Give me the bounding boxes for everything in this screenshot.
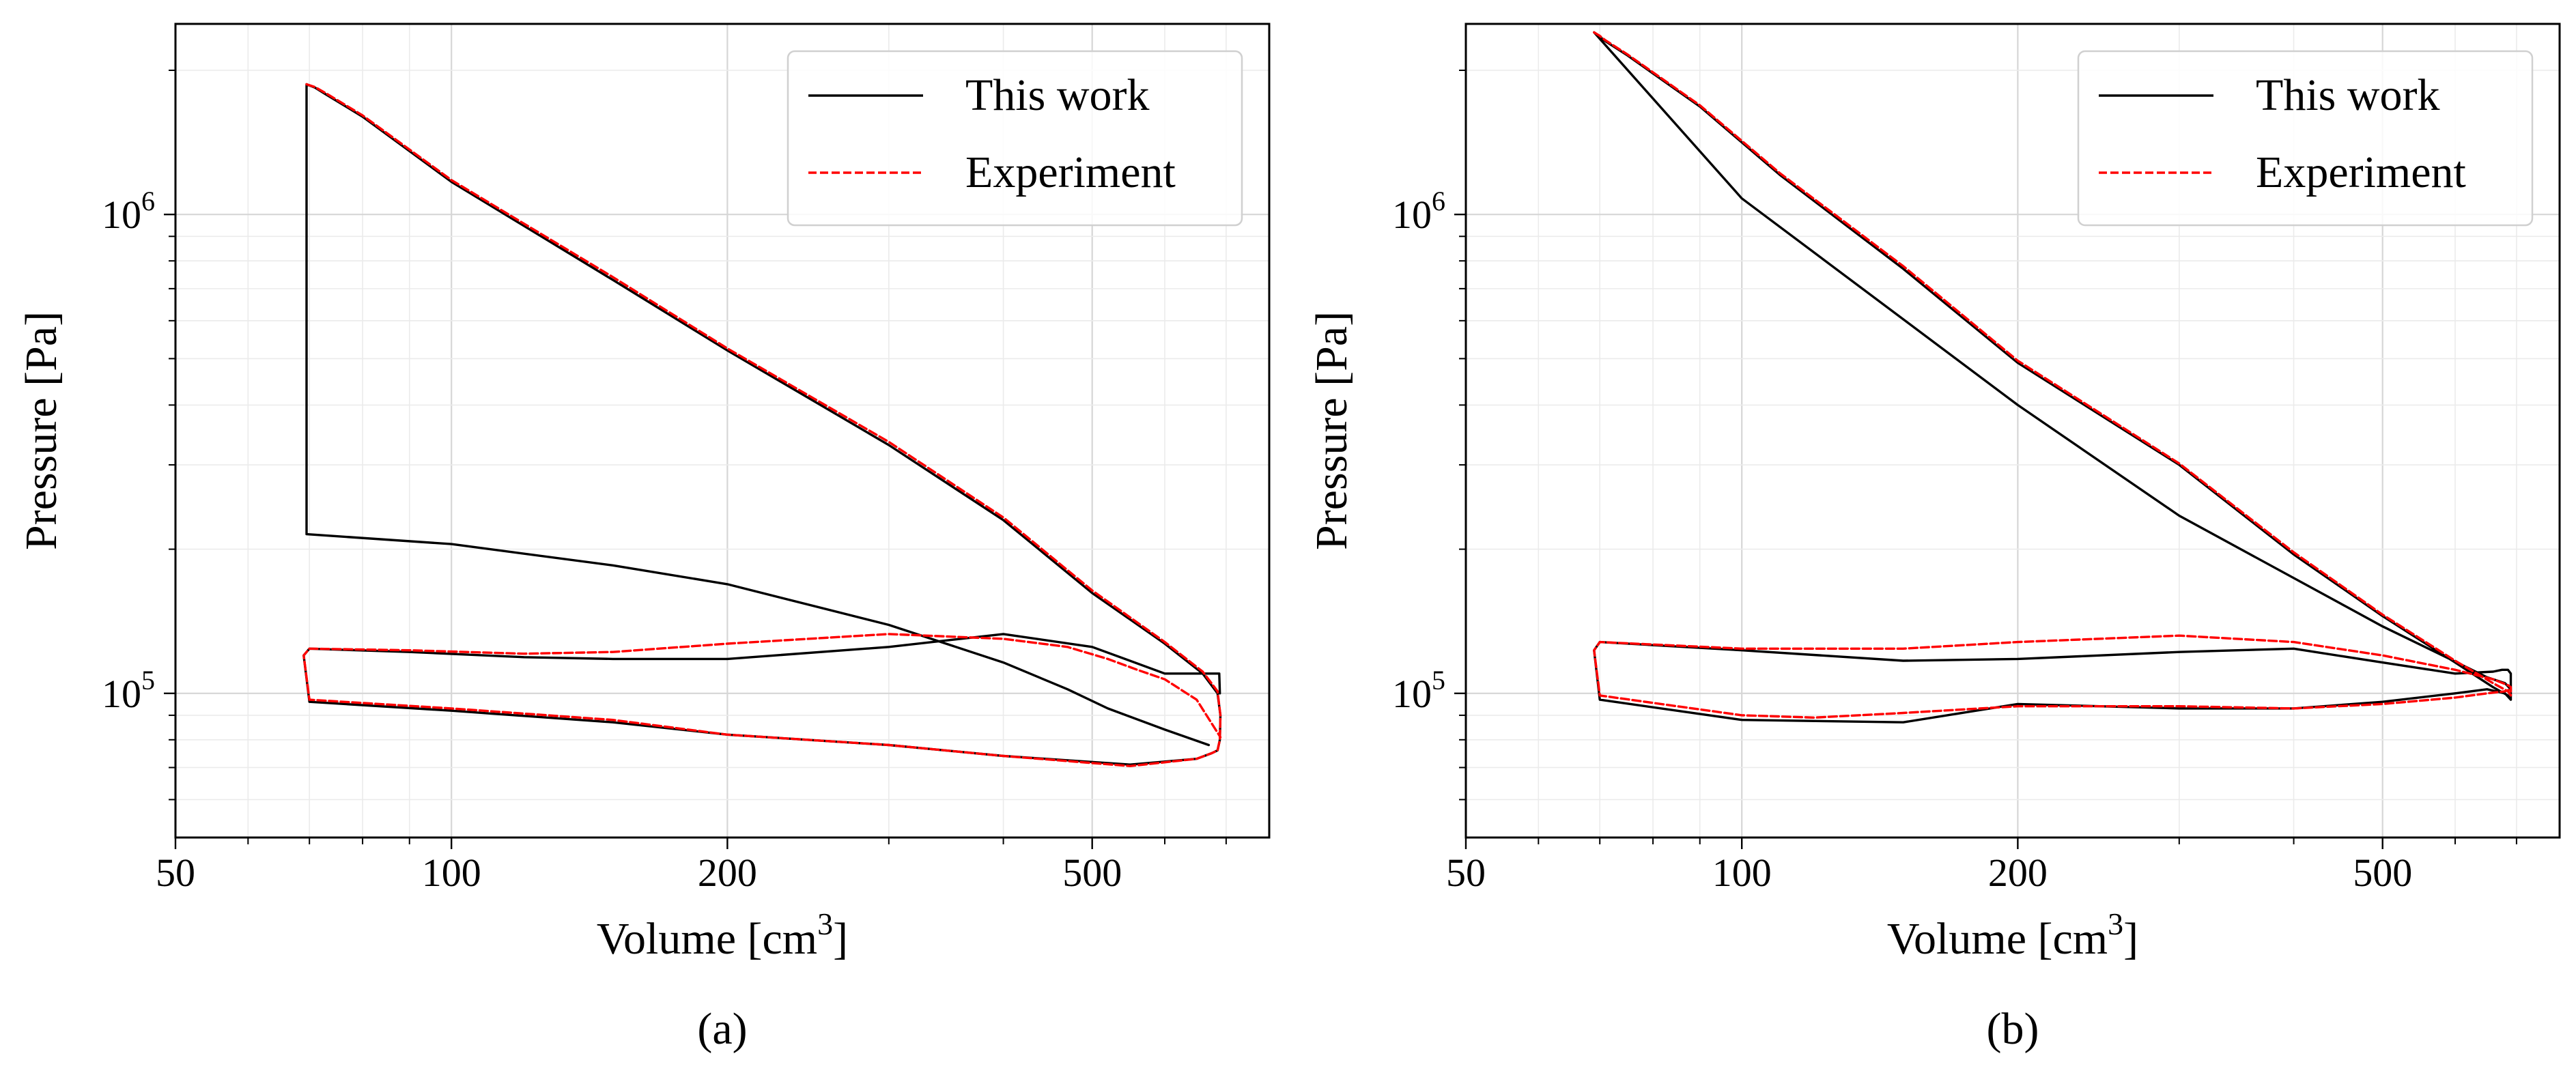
x-tick-label: 200: [1988, 850, 2048, 895]
tick-marks: [1454, 69, 2517, 849]
series-group: [302, 83, 1222, 768]
legend: This work Experiment: [787, 50, 1243, 227]
x-tick-label: 500: [2353, 850, 2412, 895]
x-tick-label: 50: [156, 850, 195, 895]
x-tick-label: 100: [1712, 850, 1772, 895]
x-tick-label: 50: [1446, 850, 1486, 895]
y-tick-base: 10: [1392, 192, 1432, 237]
series-line-experiment: [302, 83, 1222, 768]
x-tick-label: 200: [698, 850, 757, 895]
x-axis-label-end: ]: [2123, 914, 2138, 964]
y-axis-label: Pressure [Pa]: [1307, 311, 1357, 550]
series-group: [1593, 31, 2513, 724]
series-line-this-work: [1593, 31, 2513, 724]
y-tick-exponent: 6: [141, 186, 155, 216]
y-tick-exponent: 5: [1432, 665, 1445, 696]
tick-marks: [164, 69, 1227, 849]
legend-label: Experiment: [965, 147, 1176, 197]
x-tick-label: 500: [1062, 850, 1122, 895]
x-axis-label-superscript: 3: [817, 906, 833, 941]
x-axis-label-end: ]: [833, 914, 848, 964]
grid: [175, 24, 1269, 838]
y-tick-exponent: 5: [141, 665, 155, 696]
y-tick-label: 106: [1392, 186, 1445, 237]
x-axis-label: Volume [cm3]: [1887, 906, 2138, 964]
y-tick-label: 105: [102, 665, 155, 716]
x-axis-label-text: Volume [cm: [1887, 914, 2108, 964]
y-tick-base: 10: [1392, 672, 1432, 716]
legend-label: This work: [2256, 70, 2439, 120]
x-axis-label: Volume [cm3]: [597, 906, 848, 964]
x-axis-label-superscript: 3: [2108, 906, 2123, 941]
plot-frame: [174, 23, 1271, 839]
panel-label: (b): [1987, 1004, 2039, 1054]
y-tick-exponent: 6: [1432, 186, 1445, 216]
legend: This work Experiment: [2077, 50, 2534, 227]
y-tick-base: 10: [102, 192, 141, 237]
y-tick-label: 106: [102, 186, 155, 237]
y-tick-base: 10: [102, 672, 141, 716]
y-axis-label: Pressure [Pa]: [16, 311, 66, 550]
legend-label: Experiment: [2256, 147, 2466, 197]
x-axis-label-text: Volume [cm: [597, 914, 817, 964]
y-tick-label: 105: [1392, 665, 1445, 716]
plot-frame: [1464, 23, 2561, 839]
panel-label: (a): [697, 1004, 747, 1054]
x-tick-label: 100: [422, 850, 481, 895]
legend-label: This work: [965, 70, 1149, 120]
series-line-experiment: [1593, 31, 2513, 719]
